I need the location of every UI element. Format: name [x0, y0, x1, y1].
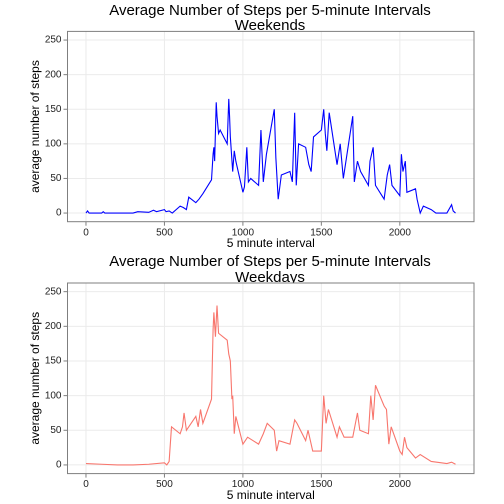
x-tick-label: 1500 — [310, 227, 333, 238]
y-tick-label: 100 — [45, 138, 62, 149]
x-tick-label: 500 — [156, 479, 173, 490]
x-tick-label: 0 — [83, 227, 89, 238]
y-tick-label: 50 — [50, 425, 62, 436]
y-tick-label: 250 — [45, 35, 62, 46]
y-tick-label: 250 — [45, 286, 62, 297]
x-tick-label: 1000 — [232, 479, 255, 490]
plot-border — [67, 30, 475, 223]
x-tick-label: 0 — [83, 479, 89, 490]
x-tick-label: 1000 — [232, 227, 255, 238]
y-tick-label: 0 — [56, 208, 62, 219]
plot-border — [67, 282, 475, 475]
y-tick-label: 150 — [45, 104, 62, 115]
y-tick-label: 100 — [45, 390, 62, 401]
line — [85, 98, 456, 215]
y-axis-label: average number of steps — [28, 60, 42, 193]
y-tick-label: 200 — [45, 321, 62, 332]
y-tick-label: 50 — [50, 173, 62, 184]
x-tick-label: 500 — [156, 227, 173, 238]
chart-title: Average Number of Steps per 5-minute Int… — [109, 2, 431, 19]
x-axis-label: 5 minute interval — [227, 488, 315, 502]
y-tick-label: 150 — [45, 356, 62, 367]
y-tick-label: 0 — [56, 460, 62, 471]
plot-area — [67, 283, 474, 474]
x-tick-label: 1500 — [310, 479, 333, 490]
y-axis-label: average number of steps — [28, 312, 42, 445]
x-tick-label: 2000 — [389, 227, 412, 238]
chart-title: Average Number of Steps per 5-minute Int… — [109, 253, 431, 270]
x-axis-label: 5 minute interval — [227, 236, 315, 250]
y-tick-label: 200 — [45, 69, 62, 80]
chart-subtitle: Weekends — [235, 17, 306, 34]
line — [85, 305, 456, 466]
x-tick-label: 2000 — [389, 479, 412, 490]
chart-subtitle: Weekdays — [235, 269, 305, 286]
